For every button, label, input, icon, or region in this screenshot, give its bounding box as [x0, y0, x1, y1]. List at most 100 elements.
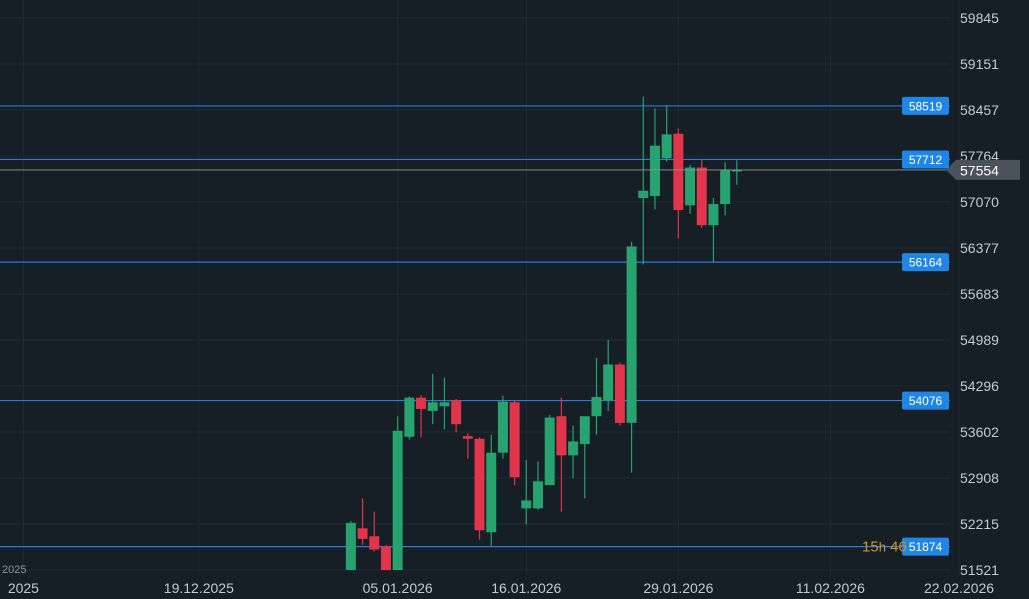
candle[interactable]: [369, 511, 380, 552]
candle-body: [720, 170, 731, 205]
date-tick-label: 16.01.2026: [491, 580, 561, 596]
candle[interactable]: [509, 400, 520, 486]
candle-body: [685, 167, 696, 206]
current-price: 57554: [0, 159, 1020, 180]
candle-body: [533, 481, 544, 509]
level-line[interactable]: 51874: [0, 537, 950, 556]
price-tick-label: 56377: [960, 240, 999, 256]
level-tag: [902, 537, 949, 556]
candle-body: [626, 246, 637, 423]
candle[interactable]: [731, 160, 742, 185]
level-line[interactable]: 54076: [0, 391, 950, 410]
candle[interactable]: [533, 461, 544, 510]
date-tick-label: 2025: [8, 580, 39, 596]
level-tag-label: 51874: [909, 540, 943, 554]
candle[interactable]: [614, 362, 625, 426]
candle[interactable]: [416, 394, 427, 438]
candle[interactable]: [708, 198, 719, 262]
level-tag-label: 57712: [909, 153, 943, 167]
candle-body: [521, 500, 532, 509]
price-tick-label: 54989: [960, 332, 999, 348]
candle[interactable]: [579, 416, 590, 499]
candle-body: [544, 417, 555, 486]
price-tick-label: 58457: [960, 102, 999, 118]
candle[interactable]: [345, 520, 356, 570]
level-line[interactable]: 58519: [0, 96, 950, 115]
price-tick-label: 59845: [960, 10, 999, 26]
level-tag-label: 54076: [909, 394, 943, 408]
candle-body: [404, 397, 415, 437]
level-tag: [902, 150, 949, 169]
candle[interactable]: [380, 544, 391, 570]
candle[interactable]: [720, 162, 731, 216]
candle[interactable]: [649, 108, 660, 210]
date-tick-label: 22.02.2026: [924, 580, 994, 596]
candle[interactable]: [392, 416, 403, 570]
candle-timer: 15h 46: [862, 539, 907, 556]
candle[interactable]: [497, 395, 508, 459]
candle-body: [673, 133, 684, 210]
candle[interactable]: [462, 433, 473, 459]
candle-body: [486, 452, 497, 533]
level-tag-label: 56164: [909, 256, 943, 270]
level-tag-label: 58519: [909, 99, 943, 113]
candle[interactable]: [661, 105, 672, 162]
price-tick-label: 59151: [960, 56, 999, 72]
candle[interactable]: [427, 373, 438, 425]
candle-body: [380, 546, 391, 570]
candle[interactable]: [474, 437, 485, 540]
candle[interactable]: [673, 128, 684, 239]
candle-body: [603, 364, 614, 401]
timer-unit: h: [879, 540, 886, 555]
level-line[interactable]: 57712: [0, 150, 950, 169]
candle-body: [649, 145, 660, 197]
level-line[interactable]: 56164: [0, 253, 950, 272]
candle[interactable]: [544, 414, 555, 486]
candle[interactable]: [685, 164, 696, 214]
candle-body: [661, 134, 672, 159]
candle[interactable]: [439, 377, 450, 430]
candle-body: [591, 396, 602, 417]
candle[interactable]: [638, 96, 649, 265]
candle[interactable]: [591, 357, 602, 435]
candle-body: [357, 528, 368, 539]
candles[interactable]: [345, 96, 742, 570]
candle-body: [439, 402, 450, 407]
candle-body: [568, 441, 579, 456]
candle[interactable]: [521, 459, 532, 525]
horizontal-levels[interactable]: 58519 57712 56164 54076 51874: [0, 96, 950, 556]
candle[interactable]: [451, 398, 462, 433]
candle[interactable]: [404, 396, 415, 440]
price-tick-label: 52215: [960, 516, 999, 532]
candle-body: [369, 536, 380, 550]
level-tag: [902, 96, 949, 115]
price-tick-label: 54296: [960, 378, 999, 394]
candle-body: [696, 167, 707, 226]
candle-body: [451, 400, 462, 425]
candle[interactable]: [556, 397, 567, 512]
candle-body: [556, 416, 567, 456]
price-tick-label: 51521: [960, 562, 999, 578]
candle-body: [509, 402, 520, 478]
candle[interactable]: [603, 339, 614, 411]
candle[interactable]: [696, 159, 707, 228]
candle-body: [462, 436, 473, 439]
date-tick-label: 19.12.2025: [164, 580, 234, 596]
candle-body: [416, 397, 427, 409]
candle[interactable]: [626, 241, 637, 473]
price-tick-label: 57070: [960, 194, 999, 210]
time-axis[interactable]: 2025 19.12.2025 05.01.2026 16.01.2026 29.01.…: [8, 580, 994, 596]
grid-lines: [0, 0, 960, 575]
candle[interactable]: [486, 434, 497, 547]
candle-body: [497, 401, 508, 453]
candle-body: [731, 169, 742, 172]
level-tag: [902, 391, 949, 410]
candle-body: [579, 416, 590, 445]
candle[interactable]: [357, 498, 368, 545]
current-price-label: 57554: [960, 162, 999, 178]
candle-body: [392, 430, 403, 570]
price-tick-label: 53602: [960, 424, 999, 440]
date-tick-label: 05.01.2026: [363, 580, 433, 596]
candle[interactable]: [568, 425, 579, 479]
